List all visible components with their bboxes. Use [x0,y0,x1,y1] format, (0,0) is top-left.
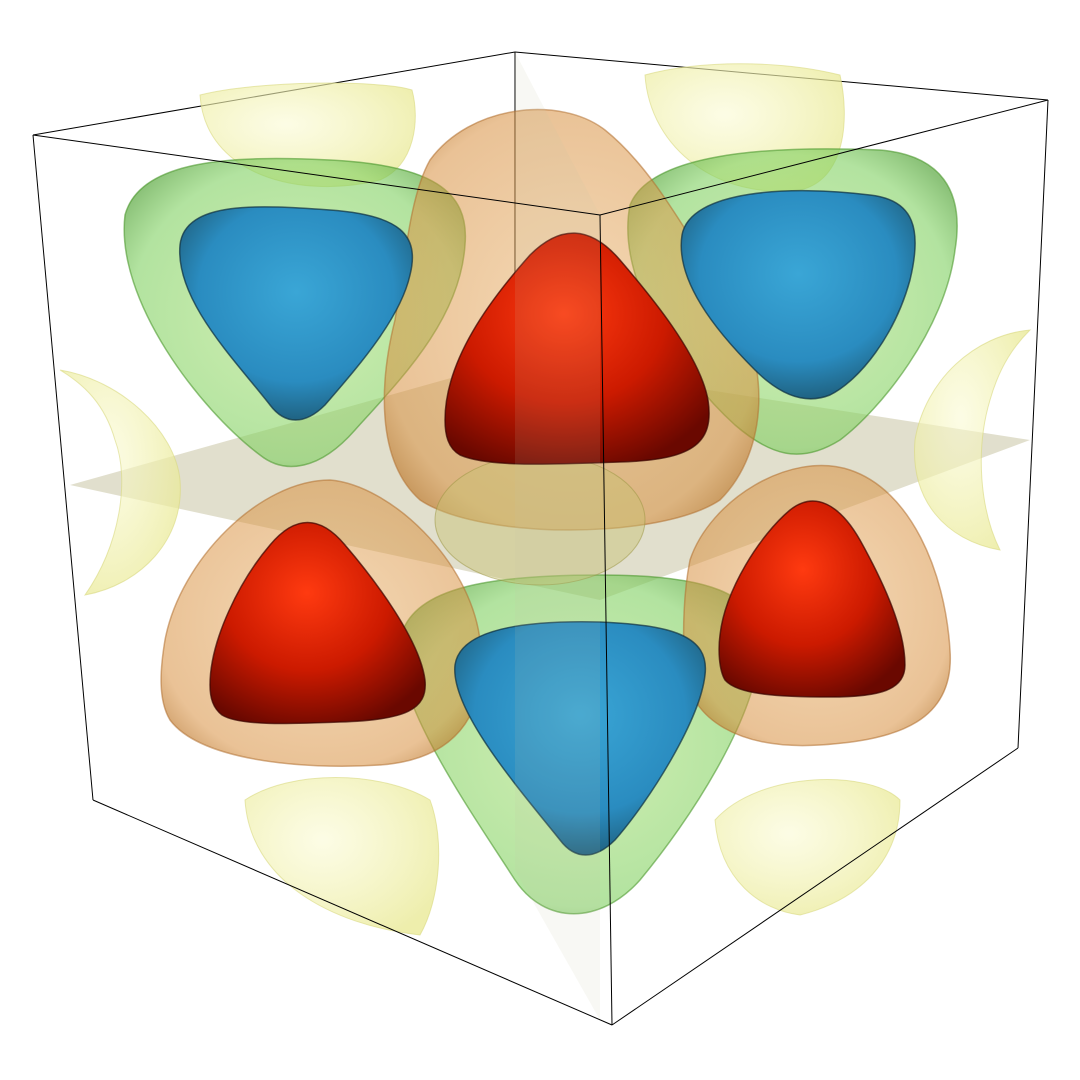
red-lobe-right [718,500,906,698]
blue-lobe-top-right [680,189,916,400]
blue-lobe-bottom-center [454,621,707,856]
red-lobe-top-center [444,232,710,465]
red-lobes [209,232,906,725]
box-front-edges [32,99,1049,1026]
vertical-plane [515,52,600,1020]
blue-lobe-top-left [179,206,414,421]
blue-lobes [179,189,916,856]
red-lobe-left [209,521,426,725]
